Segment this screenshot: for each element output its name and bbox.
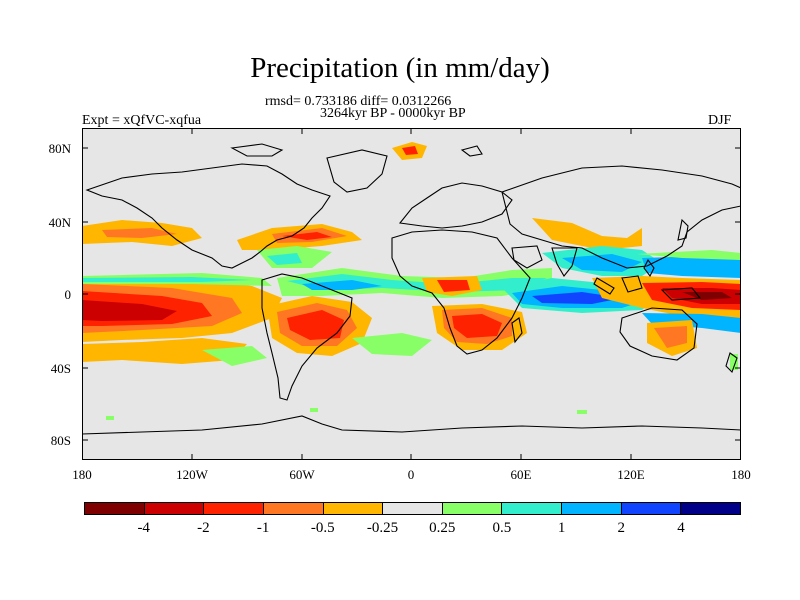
colorbar-label: 0.5: [492, 520, 512, 536]
anomaly-eq-cyan: [82, 277, 252, 282]
coast-sumatra: [593, 277, 615, 295]
anomaly-spac-orange: [82, 338, 247, 364]
lon-label-180w: 180: [72, 467, 92, 482]
lat-label-0: 0: [64, 287, 72, 302]
anomaly-safr-red: [452, 314, 502, 338]
anomaly-arctic-red: [402, 146, 418, 155]
anomaly-satl-green: [352, 333, 432, 356]
season-label: DJF: [708, 113, 732, 128]
colorbar-label: 0.25: [429, 520, 456, 536]
experiment-label: Expt = xQfVC-xqfua: [82, 113, 202, 128]
colorbar-label: -1: [256, 520, 270, 536]
coast-new-zealand: [725, 352, 738, 374]
colorbar-swatch: [263, 503, 324, 514]
colorbar-swatch: [85, 503, 145, 514]
colorbar-swatch: [144, 503, 205, 514]
lon-label-60w: 60W: [289, 467, 315, 482]
lon-label-120e: 120E: [617, 467, 645, 482]
anomaly-maritime-core: [682, 292, 732, 300]
lon-label-180e: 180: [731, 467, 751, 482]
lat-label-40s: 40S: [50, 361, 71, 376]
lon-label-60e: 60E: [510, 467, 532, 482]
colorbar-swatch: [502, 503, 563, 514]
coastlines: [82, 143, 741, 435]
anomaly-natl-red: [282, 232, 332, 240]
coast-svalbard: [460, 145, 483, 157]
lat-label-80s: 80S: [50, 433, 71, 448]
coast-europe: [398, 182, 513, 229]
coast-philippines: [643, 258, 655, 278]
stats-line: rmsd= 0.733186 diff= 0.0312266: [265, 94, 452, 109]
coast-madagascar: [511, 317, 523, 344]
coast-africa: [391, 229, 531, 355]
anomaly-sam-red: [287, 310, 344, 340]
colorbar: [84, 502, 741, 515]
anomaly-spac-green: [202, 346, 267, 366]
colorbar-label: 2: [617, 520, 626, 536]
anomaly-npac-darkorange: [102, 228, 177, 238]
anomaly-tropatl-blue: [302, 280, 382, 290]
anomaly-pacific-darkred: [82, 300, 177, 321]
colorbar-label: -0.5: [310, 520, 335, 536]
colorbar-label: -2: [197, 520, 210, 536]
axis-ticks: [82, 128, 741, 460]
colorbar-swatch: [562, 503, 622, 514]
coast-australia: [619, 307, 698, 361]
coast-north-america: [85, 163, 331, 269]
anomaly-wpac-blue: [642, 256, 741, 278]
anomaly-fields: [82, 142, 741, 420]
colorbar-label: 1: [557, 520, 566, 536]
colorbar-swatch: [442, 503, 503, 514]
colorbar-swatch: [621, 503, 682, 514]
coast-borneo: [621, 275, 643, 293]
anomaly-dot: [577, 410, 587, 414]
anomaly-dot: [106, 416, 114, 420]
anomaly-dot: [730, 354, 738, 370]
coast-arctic-islands: [230, 143, 284, 157]
colorbar-swatch: [323, 503, 384, 514]
lat-label-80n: 80N: [48, 141, 71, 156]
lon-label-120w: 120W: [176, 467, 208, 482]
coast-south-america: [261, 273, 353, 401]
anomaly-aus-red: [654, 326, 687, 348]
colorbar-swatch: [204, 503, 264, 514]
colorbar-label: -4: [137, 520, 150, 536]
coast-arabia: [511, 245, 543, 269]
precip-map: [82, 128, 741, 460]
lat-label-40n: 40N: [48, 215, 71, 230]
coast-new-guinea: [660, 287, 702, 301]
lon-label-0: 0: [407, 467, 415, 482]
coast-greenland: [326, 149, 388, 193]
coast-india: [551, 247, 578, 277]
map-title: Precipitation (in mm/day): [250, 52, 550, 84]
anomaly-wafr-red: [437, 280, 470, 292]
anomaly-dot: [310, 408, 318, 412]
colorbar-swatch: [681, 503, 741, 514]
colorbar-label: 4: [677, 520, 685, 536]
anomaly-carib-cyan: [267, 253, 302, 265]
coast-japan: [677, 218, 689, 241]
colorbar-label: -0.25: [366, 520, 399, 536]
period-line: 3264kyr BP - 0000kyr BP: [320, 106, 466, 121]
anomaly-asia-blue: [562, 254, 642, 272]
coast-antarctica: [82, 415, 741, 435]
anomaly-nwpac-orange: [532, 218, 642, 250]
colorbar-swatch: [383, 503, 443, 514]
anomaly-wpac-green: [637, 250, 741, 260]
anomaly-indian-darkblue: [532, 292, 622, 304]
